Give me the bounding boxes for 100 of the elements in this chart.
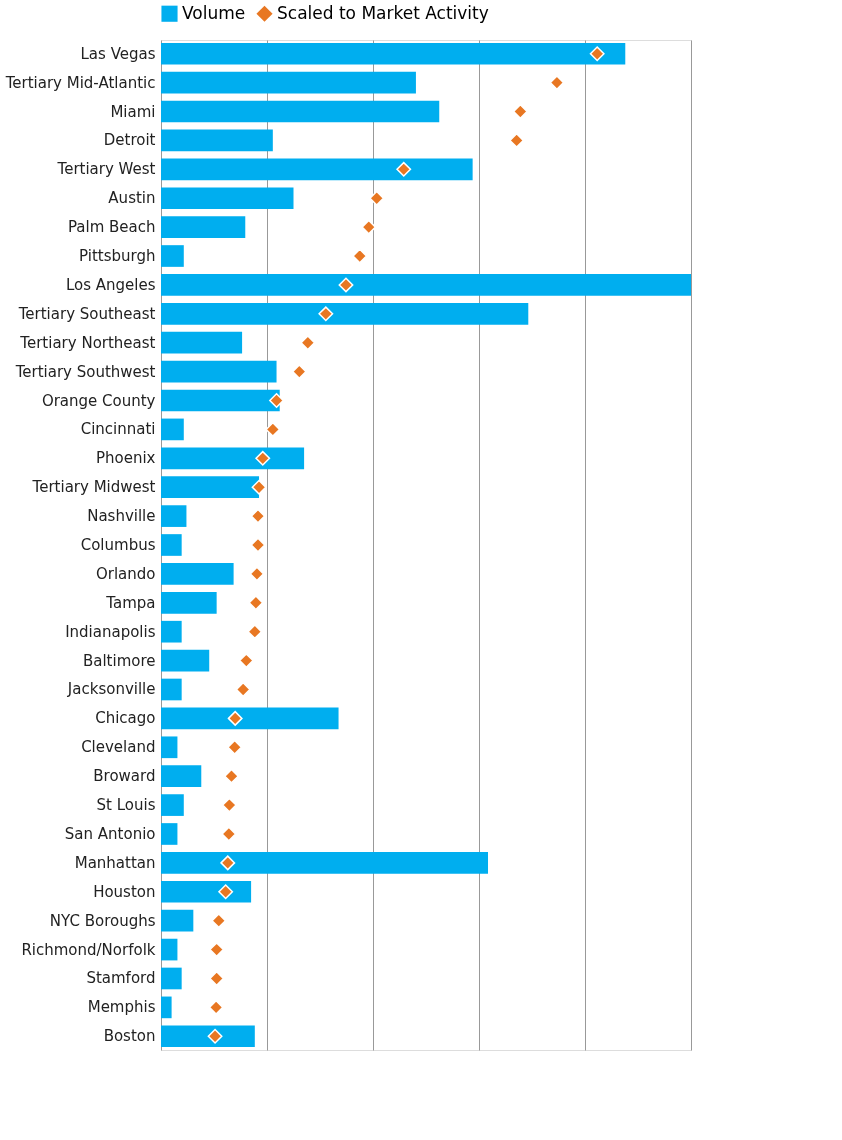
point (218, 884, 234, 900)
point (248, 595, 264, 611)
point (221, 826, 237, 842)
bar (161, 938, 178, 961)
point (361, 219, 377, 235)
bar (161, 389, 280, 412)
point (235, 682, 251, 697)
bar (161, 360, 277, 383)
point (209, 971, 225, 986)
point (318, 306, 334, 322)
bar (161, 187, 294, 210)
point (224, 768, 239, 784)
bar (161, 909, 194, 932)
bar (161, 447, 305, 470)
y-tick-label: Los Angeles (65, 275, 156, 294)
bar (161, 274, 691, 296)
y-tick-label: Indianapolis (65, 622, 156, 641)
y-tick-label: Phoenix (95, 449, 156, 468)
bar (161, 620, 182, 643)
point (250, 537, 266, 553)
y-tick-label: Broward (93, 767, 156, 786)
point (249, 566, 265, 582)
y-tick-label: San Antonio (64, 824, 156, 843)
y-tick-label: Chicago (95, 709, 156, 728)
y-tick-label: Pittsburgh (79, 247, 156, 266)
y-tick-label: Baltimore (82, 651, 156, 670)
y-tick-label: Orange County (41, 391, 156, 410)
point (209, 942, 225, 958)
bar (161, 476, 260, 499)
point (250, 508, 266, 524)
point (251, 479, 267, 495)
point (269, 393, 284, 408)
bar (161, 42, 626, 65)
bar (161, 563, 234, 585)
point (227, 739, 243, 755)
y-tick-label: Manhattan (74, 853, 156, 872)
bar (161, 534, 182, 556)
point (255, 450, 271, 466)
y-tick-label: Tertiary Southwest (14, 362, 156, 381)
y-tick-label: Tertiary Mid-Atlantic (4, 73, 156, 92)
point (338, 277, 354, 293)
y-tick-label: Tertiary Midwest (31, 478, 156, 497)
legend-label: Scaled to Market Activity (277, 2, 489, 23)
y-tick-label: Columbus (80, 536, 156, 554)
point (549, 75, 565, 91)
bar (161, 996, 172, 1019)
bar (161, 794, 184, 816)
bar (161, 331, 243, 354)
point (369, 190, 385, 206)
legend-label: Volume (182, 2, 246, 23)
bar (161, 967, 182, 990)
y-tick-label: Stamford (86, 969, 156, 988)
y-tick-label: Tampa (105, 593, 156, 612)
y-tick-label: Orlando (95, 564, 156, 583)
y-tick-label: Tertiary West (56, 160, 156, 179)
y-tick-label: Jacksonville (66, 680, 156, 699)
bar (161, 649, 210, 672)
point (207, 1028, 223, 1044)
bar (161, 216, 246, 238)
bar (161, 158, 473, 181)
bar (161, 880, 252, 903)
y-tick-label: Richmond/Norfolk (21, 940, 156, 959)
point (220, 855, 236, 871)
y-tick-label: Tertiary Southeast (17, 304, 156, 323)
point (589, 46, 605, 62)
point (221, 797, 237, 813)
y-tick-label: Nashville (87, 507, 156, 526)
bar (161, 302, 529, 325)
y-tick-label: Boston (103, 1027, 156, 1046)
y-tick-label: Cincinnati (80, 420, 156, 439)
y-tick-label: Memphis (87, 998, 156, 1017)
bar (161, 129, 273, 152)
bar (161, 245, 184, 267)
point (291, 364, 307, 380)
y-tick-label: NYC Boroughs (49, 911, 156, 930)
point (300, 335, 316, 351)
point (238, 653, 254, 669)
bar (161, 852, 489, 874)
y-tick-label: Detroit (103, 131, 156, 150)
bar (161, 505, 187, 527)
point (211, 913, 227, 929)
bar (161, 678, 182, 701)
point (512, 104, 528, 119)
y-tick-label: Austin (108, 189, 156, 208)
y-tick-label: Miami (110, 102, 156, 121)
y-tick-label: St Louis (96, 796, 156, 815)
y-tick-label: Las Vegas (80, 44, 156, 63)
bar (161, 736, 178, 759)
bar (161, 100, 440, 123)
bar (161, 765, 202, 788)
bar (161, 823, 178, 845)
bar (161, 71, 416, 94)
y-tick-label: Palm Beach (67, 218, 156, 237)
y-tick-label: Tertiary Northeast (19, 333, 156, 352)
bar (161, 707, 339, 730)
bar (161, 1025, 255, 1048)
bar (161, 418, 184, 441)
y-tick-label: Houston (93, 882, 156, 901)
y-tick-label: Cleveland (81, 738, 156, 757)
bar (161, 591, 217, 614)
